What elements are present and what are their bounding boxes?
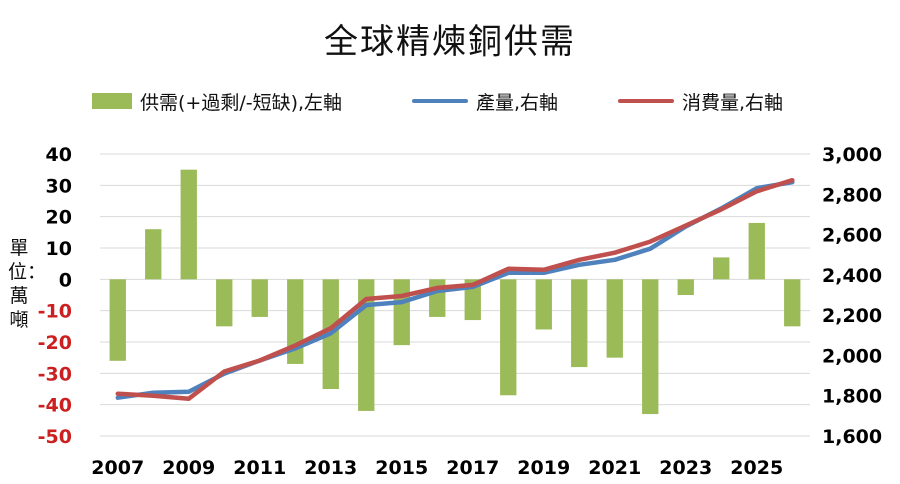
x-tick: 2013 — [304, 457, 357, 479]
chart-title: 全球精煉銅供需 — [324, 22, 576, 62]
bar — [784, 279, 801, 327]
bar — [748, 222, 765, 280]
bar — [393, 279, 410, 346]
bar — [216, 279, 233, 327]
y-tick-left: -10 — [38, 301, 72, 323]
consumption-line — [115, 177, 795, 401]
x-tick: 2021 — [588, 457, 641, 479]
legend-item-supply-demand: 供需(+過剩/-短缺),左軸 — [92, 86, 342, 116]
x-tick: 2007 — [91, 457, 144, 479]
bar — [571, 279, 588, 368]
y-tick-left: 0 — [59, 269, 72, 291]
y-tick-right: 2,600 — [822, 225, 882, 247]
y-tick-left: 20 — [46, 207, 72, 229]
x-tick: 2017 — [446, 457, 499, 479]
bar — [145, 229, 162, 280]
legend-swatch-bar — [92, 93, 132, 109]
y-tick-left: 30 — [46, 175, 72, 197]
y-tick-right: 2,400 — [822, 265, 882, 287]
y-tick-right: 1,800 — [822, 386, 882, 408]
y-tick-left: -20 — [38, 332, 72, 354]
y-tick-left: -50 — [38, 426, 72, 448]
y-tick-left: 40 — [46, 144, 72, 166]
bar — [642, 279, 659, 415]
bar — [677, 279, 694, 295]
y-tick-left: -40 — [38, 395, 72, 417]
bar — [429, 279, 446, 317]
y-tick-right: 2,800 — [822, 184, 882, 206]
bar — [606, 279, 623, 358]
y-tick-right: 2,200 — [822, 305, 882, 327]
y-tick-right: 1,600 — [822, 426, 882, 448]
bar — [251, 279, 268, 317]
legend-swatch-consumption — [618, 99, 674, 103]
legend: 供需(+過剩/-短缺),左軸 產量,右軸 消費量,右軸 — [0, 86, 900, 116]
bar — [713, 257, 730, 280]
y-tick-left: -30 — [38, 363, 72, 385]
legend-swatch-production — [412, 99, 468, 103]
legend-label-production: 產量,右軸 — [476, 91, 559, 114]
y-tick-right: 2,000 — [822, 345, 882, 367]
y-tick-right: 3,000 — [822, 144, 882, 166]
x-tick: 2019 — [517, 457, 570, 479]
y-tick-left: 10 — [46, 238, 72, 260]
legend-label-consumption: 消費量,右軸 — [682, 91, 784, 114]
bar — [109, 279, 126, 361]
legend-item-production: 產量,右軸 — [412, 86, 558, 116]
bar — [180, 169, 197, 280]
x-tick: 2011 — [233, 457, 286, 479]
x-tick: 2009 — [162, 457, 215, 479]
bar — [535, 279, 552, 330]
x-tick: 2023 — [659, 457, 712, 479]
legend-label-supply-demand: 供需(+過剩/-短缺),左軸 — [140, 91, 343, 114]
bar — [358, 279, 375, 411]
legend-item-consumption: 消費量,右軸 — [618, 86, 783, 116]
x-tick: 2025 — [730, 457, 783, 479]
x-tick: 2015 — [375, 457, 428, 479]
bar — [500, 279, 517, 396]
